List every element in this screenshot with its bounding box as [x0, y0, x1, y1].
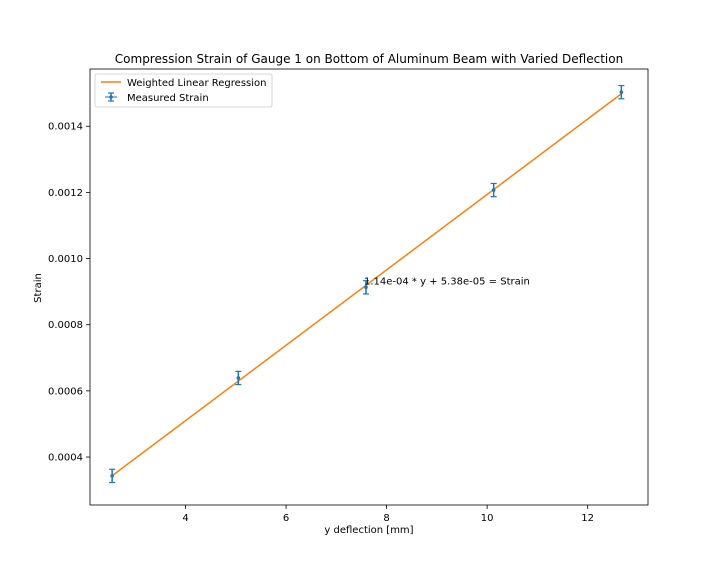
legend-label-regression: Weighted Linear Regression — [127, 78, 266, 89]
x-axis-ticks: 4 6 8 10 12 — [182, 505, 594, 524]
data-marker — [236, 376, 241, 380]
y-axis-ticks: 0.0004 0.0006 0.0008 0.0010 0.0012 0.0014 — [48, 122, 90, 464]
y-tick-label: 0.0012 — [48, 188, 83, 199]
legend-frame — [94, 73, 273, 108]
legend: Weighted Linear Regression Measured Stra… — [94, 73, 273, 108]
x-tick-label: 8 — [383, 513, 389, 524]
x-axis-label: y deflection [mm] — [324, 525, 413, 536]
regression-line — [111, 93, 622, 477]
legend-marker — [109, 95, 113, 99]
y-tick-label: 0.0010 — [48, 254, 83, 265]
legend-errorbar-swatch — [105, 92, 117, 102]
measured-point — [490, 182, 497, 198]
measured-point — [618, 84, 625, 100]
y-tick-label: 0.0004 — [48, 453, 83, 464]
data-marker — [364, 285, 368, 290]
data-marker — [619, 90, 624, 94]
data-marker — [110, 474, 114, 478]
series-layer — [109, 84, 625, 484]
x-tick-label: 12 — [581, 513, 594, 524]
y-axis-label: Strain — [33, 273, 44, 303]
measured-point — [235, 370, 242, 386]
legend-label-measured: Measured Strain — [127, 93, 209, 104]
plot-area — [89, 68, 649, 506]
x-tick-label: 10 — [481, 513, 494, 524]
y-tick-label: 0.0014 — [48, 122, 83, 133]
x-tick-label: 6 — [283, 513, 289, 524]
y-tick-label: 0.0008 — [48, 320, 83, 331]
regression-annotation: 1.14e-04 * y + 5.38e-05 = Strain — [364, 276, 530, 287]
y-tick-label: 0.0006 — [48, 386, 83, 397]
measured-point — [109, 468, 116, 484]
chart-title: Compression Strain of Gauge 1 on Bottom … — [115, 52, 623, 66]
measured-point — [362, 280, 369, 295]
x-tick-label: 4 — [182, 513, 188, 524]
data-marker — [491, 188, 496, 192]
